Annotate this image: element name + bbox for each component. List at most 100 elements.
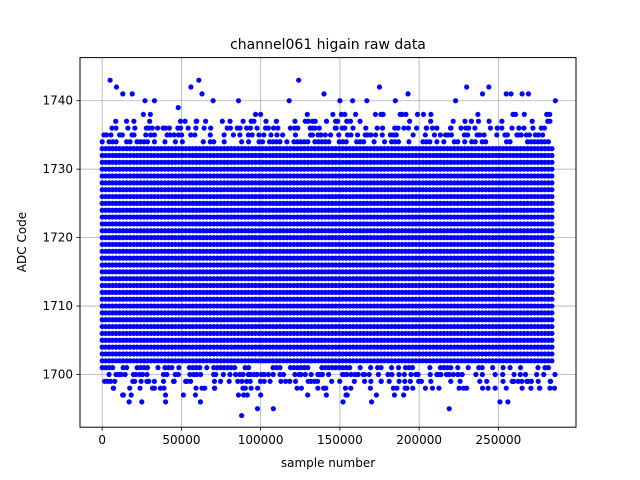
data-point: [492, 371, 498, 378]
data-point: [106, 371, 112, 378]
data-point: [249, 132, 255, 138]
data-point: [344, 392, 350, 398]
data-point: [323, 385, 329, 391]
data-point: [378, 365, 384, 371]
data-point: [549, 289, 555, 295]
data-point: [475, 111, 481, 118]
data-point: [368, 365, 374, 371]
data-point: [273, 118, 280, 124]
data-point: [549, 152, 555, 159]
data-point: [492, 385, 498, 391]
data-point: [287, 378, 293, 384]
data-point: [151, 132, 158, 138]
data-point: [472, 125, 478, 131]
data-point: [381, 139, 388, 145]
data-point: [212, 385, 218, 391]
x-tick-label: 0: [98, 433, 106, 447]
data-point: [305, 365, 311, 371]
data-point: [132, 378, 138, 384]
data-point: [512, 111, 519, 118]
data-point: [280, 371, 287, 378]
data-point: [429, 385, 436, 391]
data-point: [371, 139, 377, 145]
data-point: [197, 399, 204, 405]
data-point: [265, 125, 271, 131]
data-point: [193, 125, 199, 131]
data-point: [244, 392, 250, 398]
data-point: [319, 371, 326, 378]
data-point: [176, 365, 182, 371]
data-point: [380, 111, 386, 118]
data-point: [391, 392, 398, 398]
data-point: [305, 392, 311, 398]
data-point: [162, 399, 169, 405]
data-point: [396, 371, 402, 378]
data-point: [350, 125, 356, 131]
data-point: [221, 139, 227, 145]
y-tick-label: 1710: [42, 299, 73, 313]
data-point: [450, 118, 456, 124]
data-point: [479, 385, 486, 391]
data-point: [552, 371, 558, 378]
data-point: [327, 132, 334, 138]
data-point: [549, 166, 555, 172]
data-point: [468, 118, 474, 124]
data-point: [457, 378, 463, 384]
data-point: [366, 371, 372, 378]
data-point: [342, 125, 348, 131]
data-point: [401, 371, 407, 378]
data-point: [192, 132, 198, 138]
data-point: [414, 111, 421, 118]
data-point: [348, 132, 354, 138]
data-point: [405, 91, 411, 97]
data-point: [170, 378, 177, 384]
data-point: [535, 378, 541, 384]
data-point: [294, 385, 300, 391]
data-point: [549, 187, 555, 193]
data-point: [448, 132, 455, 138]
data-point: [547, 111, 553, 118]
data-point: [479, 91, 486, 97]
data-point: [277, 365, 283, 371]
data-point: [120, 91, 126, 97]
data-point: [242, 385, 248, 391]
data-point: [221, 132, 227, 138]
data-point: [448, 378, 454, 384]
data-point: [323, 118, 330, 124]
data-point: [462, 139, 468, 145]
data-point: [211, 139, 217, 145]
data-point: [511, 371, 517, 378]
data-point: [530, 125, 536, 131]
data-point: [402, 378, 408, 384]
data-point: [326, 139, 332, 145]
data-point: [235, 98, 242, 104]
data-point: [466, 125, 472, 131]
data-point: [333, 125, 339, 131]
data-point: [194, 118, 200, 124]
data-point: [549, 221, 555, 227]
data-point: [131, 132, 137, 138]
data-point: [361, 378, 368, 384]
data-point: [378, 378, 384, 384]
data-point: [343, 139, 349, 145]
data-point: [372, 111, 378, 118]
data-point: [455, 365, 461, 371]
data-point: [428, 118, 434, 124]
data-point: [481, 132, 487, 138]
data-point: [132, 125, 138, 131]
data-point: [113, 125, 119, 131]
data-point: [336, 132, 342, 138]
data-points: [99, 77, 558, 419]
data-point: [305, 378, 311, 384]
data-point: [175, 104, 181, 111]
data-point: [278, 378, 284, 384]
data-point: [525, 91, 532, 97]
data-point: [535, 365, 541, 371]
data-point: [213, 371, 219, 378]
data-point: [258, 111, 264, 118]
data-point: [427, 371, 433, 378]
data-point: [434, 125, 440, 131]
data-point: [261, 132, 267, 138]
data-point: [348, 385, 354, 391]
